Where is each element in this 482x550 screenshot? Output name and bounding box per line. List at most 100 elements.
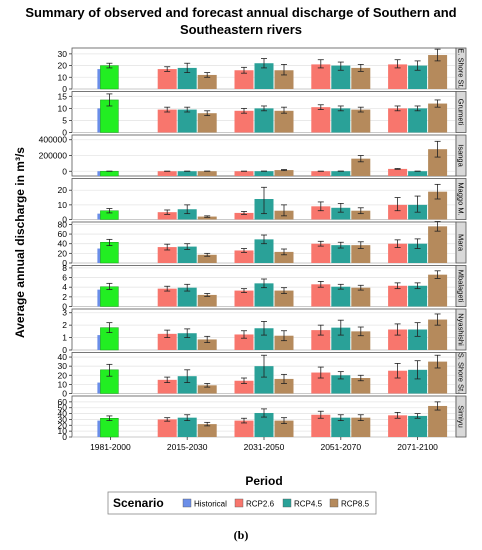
bar-rcp85 <box>428 103 448 133</box>
panel-strip <box>455 47 467 90</box>
bar-rcp85 <box>428 274 448 307</box>
bar-rcp45 <box>408 285 428 307</box>
y-tick-label: 20 <box>58 370 68 380</box>
panel-grumeti: 0 5 10 15 Grumeti <box>58 91 467 138</box>
bar-rcp85 <box>351 331 371 350</box>
panel-strip <box>455 308 467 351</box>
legend-label: RCP2.6 <box>246 500 275 509</box>
bar-historical <box>97 213 101 220</box>
bar-rcp45 <box>408 329 428 350</box>
y-tick-label: 4 <box>62 282 67 292</box>
bar-historical <box>97 108 101 133</box>
bar-rcp85 <box>274 110 294 133</box>
y-tick-label: 20 <box>58 185 68 195</box>
y-tick-label: 0 <box>62 166 67 176</box>
bar-rcp26 <box>311 372 331 394</box>
bar-historical <box>97 420 101 437</box>
panel-strip <box>455 91 467 133</box>
bar-rcp85 <box>351 158 371 176</box>
bar-rcp85 <box>428 405 448 437</box>
bar-rcp85 <box>351 210 371 220</box>
bar-historical-observed <box>100 418 119 438</box>
bar-rcp85 <box>428 55 448 89</box>
y-tick-label: 20 <box>58 420 68 430</box>
bar-historical <box>97 69 101 89</box>
bar-rcp26 <box>388 204 408 220</box>
bar-rcp45 <box>177 246 197 263</box>
legend-swatch <box>282 498 292 508</box>
bar-rcp45 <box>254 283 274 307</box>
bar-rcp85 <box>197 113 217 133</box>
bar-rcp26 <box>311 64 331 89</box>
y-tick-label: 0 <box>62 258 67 268</box>
bar-rcp26 <box>157 212 177 220</box>
y-tick-label: 40 <box>58 352 68 362</box>
bar-rcp26 <box>234 110 254 133</box>
bar-rcp85 <box>197 385 217 394</box>
bar-rcp45 <box>408 65 428 89</box>
bar-rcp45 <box>177 376 197 394</box>
x-tick-label: 2015-2030 <box>167 442 208 452</box>
y-tick-label: 50 <box>58 403 68 413</box>
panel-strip <box>455 178 467 220</box>
bar-rcp26 <box>388 64 408 89</box>
y-tick-label: 400000 <box>39 135 68 145</box>
bar-rcp45 <box>177 417 197 437</box>
bar-rcp26 <box>311 414 331 437</box>
x-tick-label: 2031-2050 <box>244 442 285 452</box>
y-tick-label: 60 <box>58 229 68 239</box>
panel-label: Grumeti <box>457 99 466 126</box>
figure-caption: (b) <box>233 528 249 542</box>
bar-historical-observed <box>100 170 119 177</box>
bar-rcp45 <box>331 327 351 350</box>
bar-rcp85 <box>351 417 371 437</box>
x-axis-title: Period <box>245 474 282 488</box>
bar-rcp26 <box>234 212 254 220</box>
chart-title-line-2: Southeastern rivers <box>179 22 303 37</box>
bar-rcp26 <box>234 171 254 176</box>
panel-strip <box>455 265 467 307</box>
y-tick-label: 30 <box>58 361 68 371</box>
bar-rcp45 <box>254 108 274 133</box>
panel-label: E. Shore St. <box>457 48 466 88</box>
bar-rcp26 <box>234 250 254 263</box>
y-tick-label: 2 <box>62 292 67 302</box>
bar-rcp26 <box>311 284 331 307</box>
bar-rcp26 <box>157 288 177 307</box>
bar-rcp45 <box>331 286 351 307</box>
legend-label: RCP8.5 <box>341 500 370 509</box>
panel-label: S. Shore St. <box>457 353 466 393</box>
bar-rcp85 <box>274 290 294 307</box>
panel-strip <box>455 395 467 438</box>
bar-rcp85 <box>351 67 371 89</box>
bar-rcp45 <box>331 375 351 394</box>
panel-strip <box>455 352 467 394</box>
y-tick-label: 10 <box>58 200 68 210</box>
y-tick-label: 10 <box>58 103 68 113</box>
bar-rcp26 <box>388 243 408 263</box>
x-tick-label: 1981-2000 <box>90 442 131 452</box>
y-tick-label: 30 <box>58 414 68 424</box>
bar-rcp26 <box>157 109 177 133</box>
bar-rcp45 <box>177 109 197 133</box>
x-tick-label: 2051-2070 <box>320 442 361 452</box>
bar-rcp85 <box>428 319 448 350</box>
y-tick-label: 5 <box>62 115 67 125</box>
legend-label: Historical <box>194 500 227 509</box>
bar-rcp45 <box>254 412 274 437</box>
chart-title: Summary of observed and forecast annual … <box>0 4 482 38</box>
legend-label: RCP4.5 <box>294 500 323 509</box>
bar-rcp45 <box>177 171 197 176</box>
legend: Scenario Historical RCP2.6 RCP4.5 RCP8.5 <box>107 491 377 515</box>
bar-rcp45 <box>331 65 351 89</box>
legend-swatch <box>234 498 244 508</box>
bar-rcp45 <box>254 239 274 263</box>
panel-strip <box>455 221 467 264</box>
bar-rcp45 <box>408 243 428 263</box>
legend-swatch <box>329 498 339 508</box>
bar-rcp45 <box>331 108 351 133</box>
y-tick-label: 20 <box>58 61 68 71</box>
bar-rcp26 <box>311 243 331 263</box>
